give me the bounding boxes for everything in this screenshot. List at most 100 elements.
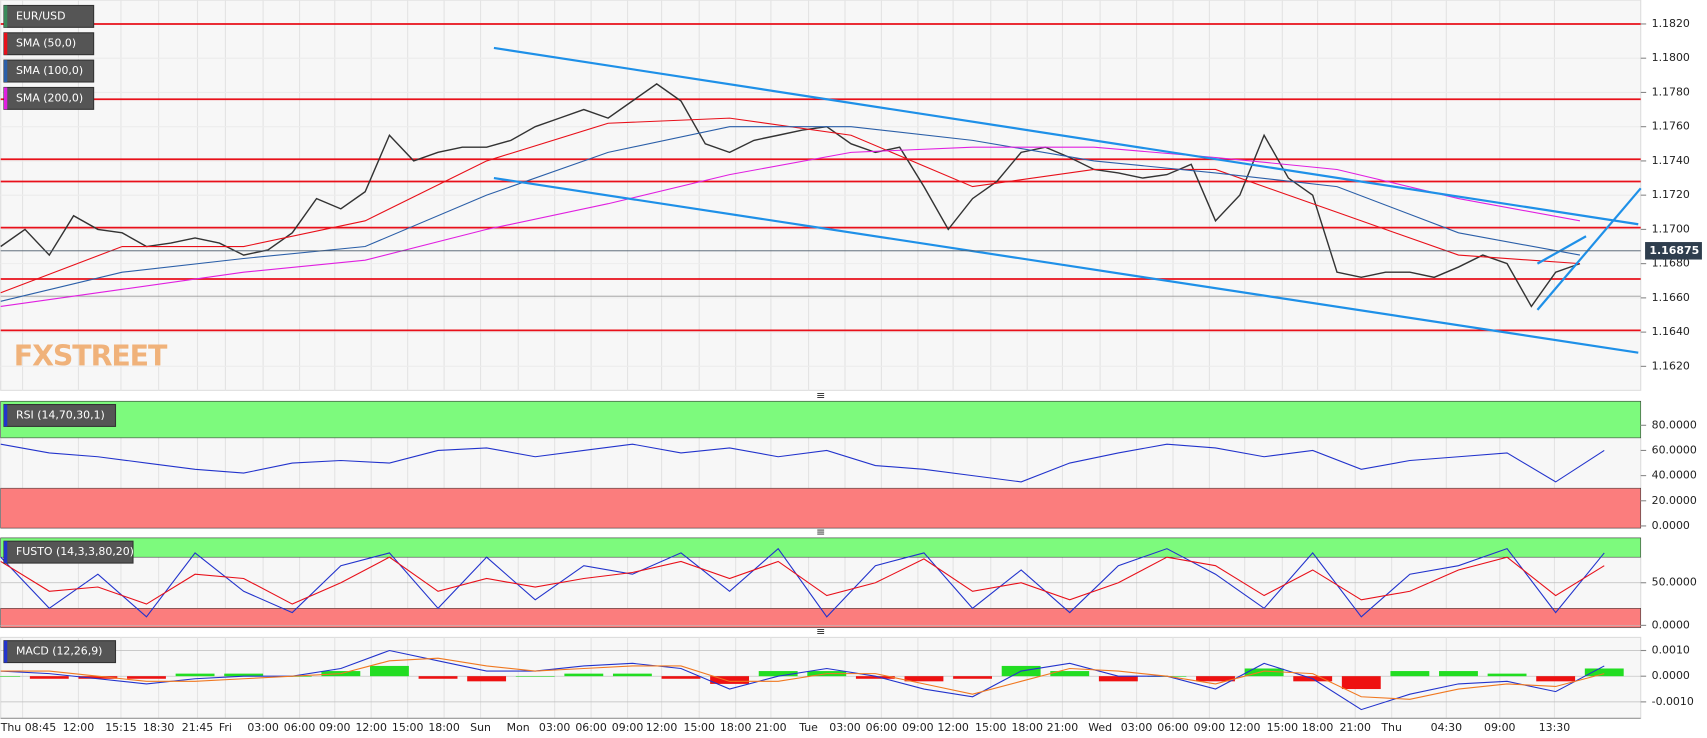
histogram-bar [224, 673, 264, 677]
x-tick-label: 03:00 [1121, 721, 1153, 734]
x-tick-label: 21:45 [182, 721, 213, 734]
histogram-bar [1050, 671, 1090, 677]
histogram-bar [612, 673, 652, 677]
legend-label: SMA (200,0) [16, 91, 83, 104]
panel-divider: ≡ [816, 525, 825, 538]
x-tick-label: 09:00 [319, 721, 351, 734]
series-line [0, 126, 1581, 302]
y-tick-label: 1.1620 [1652, 359, 1690, 372]
trend-line [493, 46, 1639, 226]
x-tick-label: Fri [219, 721, 232, 734]
x-tick-label: 15:15 [105, 721, 136, 734]
x-tick-label: 06:00 [1157, 721, 1189, 734]
histogram-bar [1196, 676, 1235, 682]
overbought-zone [0, 400, 1641, 439]
y-tick-label: 1.1800 [1652, 51, 1690, 64]
y-tick-label: -0.0010 [1652, 695, 1694, 708]
histogram-bar [467, 676, 507, 682]
x-tick-label: Wed [1088, 721, 1112, 734]
x-tick-label: 06:00 [575, 721, 607, 734]
x-tick-label: 12:00 [63, 721, 95, 734]
y-tick-label: 1.1760 [1652, 120, 1690, 133]
indicator-swatch [3, 541, 8, 564]
histogram-bar [175, 673, 215, 677]
histogram-bar [78, 676, 118, 679]
legend-label: SMA (100,0) [16, 64, 83, 77]
histogram-bar [710, 676, 750, 684]
plot-background [0, 636, 1642, 719]
x-tick-label: 12:00 [355, 721, 387, 734]
histogram-bar [904, 676, 944, 682]
y-tick-label: 1.1820 [1652, 17, 1690, 30]
y-tick-label: 1.1680 [1652, 257, 1690, 270]
histogram-bar [855, 676, 895, 679]
indicator-title: FUSTO (14,3,3,80,20) [16, 545, 134, 558]
x-tick-label: Tue [798, 721, 818, 734]
y-tick-label: 1.1640 [1652, 325, 1690, 338]
histogram-bar [1390, 671, 1430, 677]
x-tick-label: 21:00 [1047, 721, 1079, 734]
x-tick-label: 18:00 [1302, 721, 1334, 734]
y-tick-label: 60.0000 [1652, 443, 1697, 456]
histogram-bar [661, 676, 701, 679]
trend-line [493, 176, 1639, 354]
histogram-bar [127, 676, 166, 679]
panel-divider: ≡ [816, 389, 825, 402]
series-line [0, 657, 1605, 700]
histogram-bar [0, 676, 21, 677]
x-tick-label: 03:00 [539, 721, 571, 734]
x-tick-label: Thu 08:45 [0, 721, 56, 734]
histogram-bar [1536, 676, 1576, 682]
x-tick-label: 15:00 [1267, 721, 1299, 734]
legend-label: SMA (50,0) [16, 37, 76, 50]
x-tick-label: 18:00 [720, 721, 752, 734]
overbought-zone [0, 537, 1641, 558]
x-tick-label: 18:00 [1011, 721, 1043, 734]
indicator-swatch [3, 404, 8, 427]
series-line [0, 556, 1605, 605]
series-line [0, 443, 1605, 483]
y-tick-label: 0.0000 [1652, 618, 1690, 631]
panel-divider: ≡ [816, 625, 825, 638]
y-tick-label: 1.1700 [1652, 222, 1690, 235]
histogram-bar [1584, 668, 1624, 677]
last-price-label: 1.16875 [1649, 244, 1699, 257]
x-tick-label: 06:00 [284, 721, 316, 734]
x-tick-label: 04:30 [1431, 721, 1463, 734]
histogram-bar [953, 676, 992, 679]
x-tick-label: 21:00 [755, 721, 787, 734]
x-tick-label: 15:00 [392, 721, 424, 734]
histogram-bar [1244, 668, 1284, 677]
indicator-title: MACD (12,26,9) [16, 645, 102, 658]
trend-line [1536, 235, 1587, 265]
histogram-bar [370, 665, 409, 677]
histogram-bar [29, 676, 69, 679]
x-tick-label: Sun [470, 721, 491, 734]
legend-swatch [3, 60, 8, 82]
y-tick-label: 1.1660 [1652, 291, 1690, 304]
series-line [0, 146, 1581, 307]
x-tick-label: 15:00 [683, 721, 715, 734]
y-tick-label: 20.0000 [1652, 494, 1697, 507]
indicator-title: RSI (14,70,30,1) [16, 408, 105, 421]
y-tick-label: 50.0000 [1652, 576, 1697, 589]
x-tick-label: 12:00 [937, 721, 969, 734]
x-tick-label: Mon [507, 721, 530, 734]
x-tick-label: 03:00 [829, 721, 861, 734]
y-tick-label: 0.0000 [1652, 669, 1690, 682]
y-tick-label: 0.0000 [1652, 519, 1690, 532]
series-line [0, 649, 1605, 711]
histogram-bar [758, 671, 798, 677]
indicator-swatch [3, 640, 8, 663]
x-tick-label: 12:00 [646, 721, 678, 734]
x-tick-label: 09:00 [1194, 721, 1226, 734]
oversold-zone [0, 487, 1641, 529]
x-tick-label: 06:00 [866, 721, 898, 734]
histogram-bar [1487, 673, 1527, 677]
histogram-bar [1341, 676, 1381, 690]
last-price-box [1645, 242, 1702, 260]
y-tick-label: 80.0000 [1652, 418, 1697, 431]
watermark: FXSTREET [14, 340, 168, 373]
